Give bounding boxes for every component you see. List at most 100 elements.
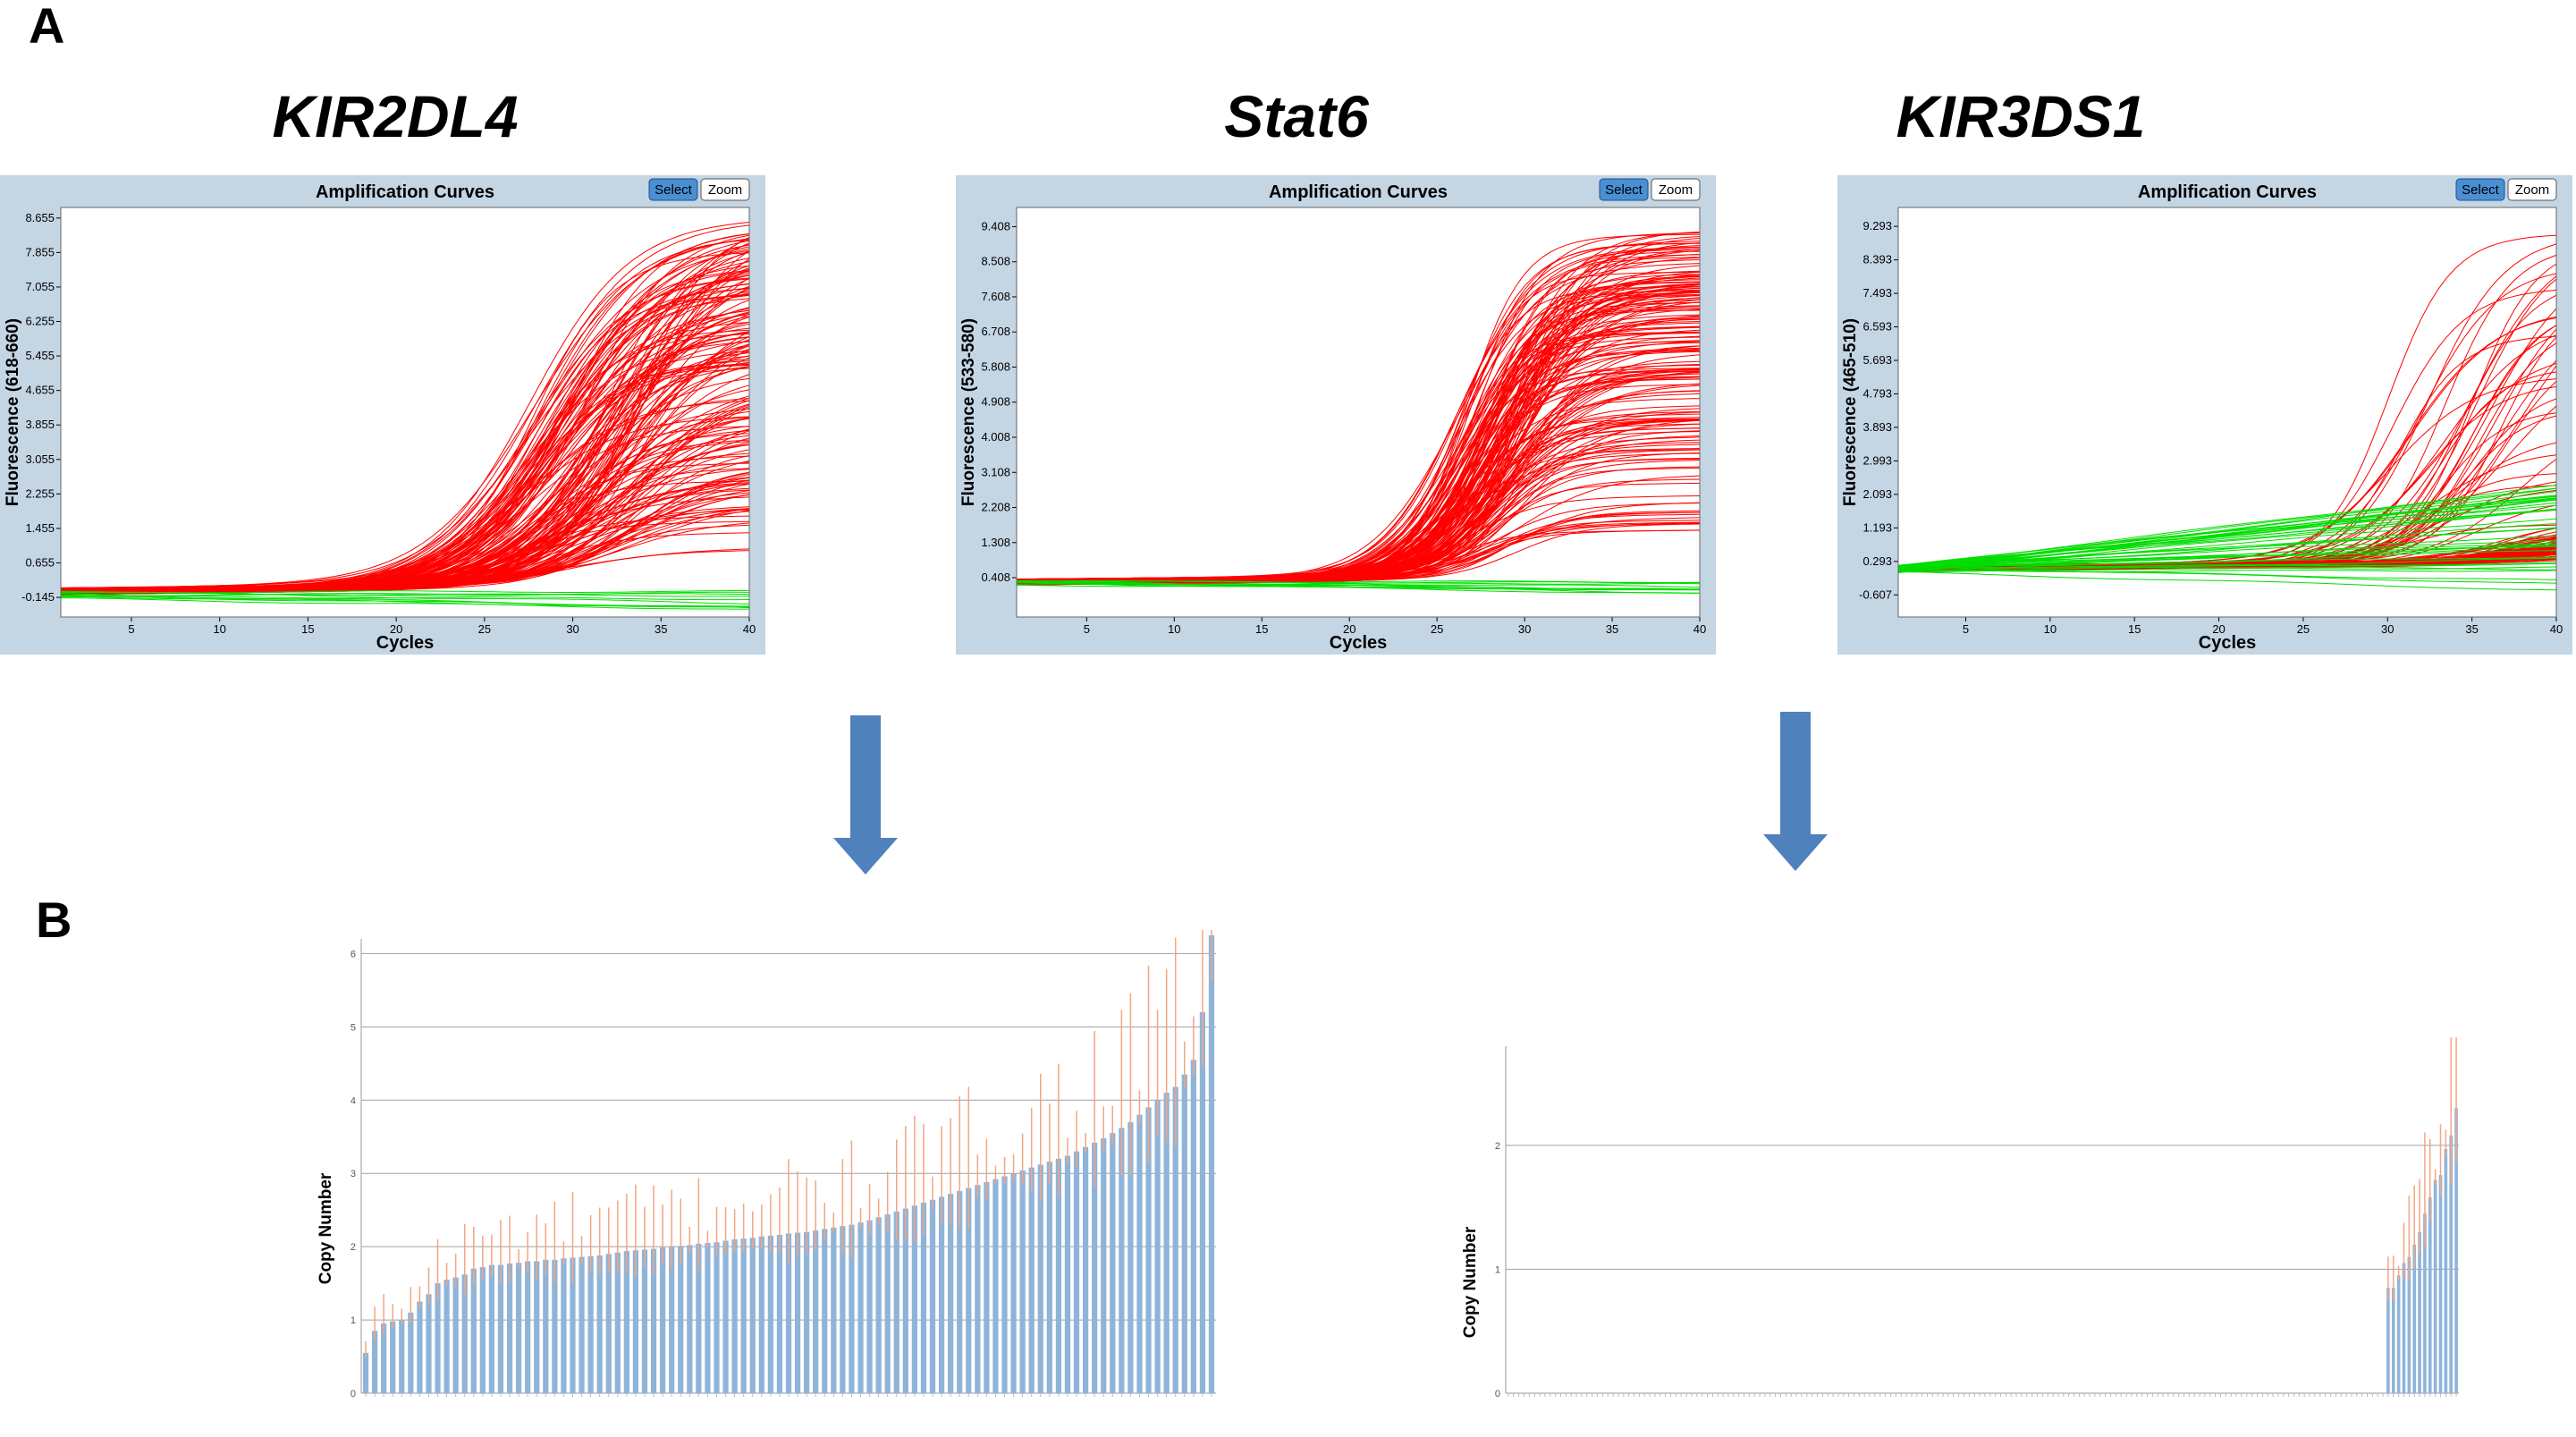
x-tick-label: 5 [128, 622, 134, 636]
amplification-curve [1897, 567, 2557, 580]
bar [1082, 1146, 1089, 1393]
amplification-curve [60, 321, 750, 593]
x-tick-label: 40 [2550, 622, 2563, 636]
bar [579, 1256, 585, 1393]
bar [884, 1214, 891, 1393]
bar [920, 1202, 927, 1393]
bar [785, 1233, 792, 1393]
select-button[interactable]: Select [648, 178, 698, 201]
svg-text:Select: Select [655, 182, 693, 198]
bar [660, 1247, 666, 1393]
y-tick-label: 5.808 [981, 359, 1010, 373]
bar [506, 1263, 513, 1393]
amplification-curve [1898, 562, 2557, 569]
bar [623, 1251, 629, 1393]
y-tick-label: 7.608 [981, 290, 1010, 303]
amplification-curve [60, 597, 749, 610]
bar [938, 1196, 945, 1393]
bar [534, 1261, 540, 1393]
chart-title: Amplification Curves [2138, 182, 2317, 202]
zoom-button[interactable]: Zoom [1651, 178, 1701, 201]
bar [2423, 1213, 2427, 1393]
amplification-curve [1897, 518, 2557, 571]
y-tick-label: 6.708 [981, 325, 1010, 338]
y-tick-label: 5.693 [1862, 353, 1892, 367]
x-tick-label: 25 [2297, 622, 2310, 636]
bar [596, 1255, 603, 1393]
select-button[interactable]: Select [1599, 178, 1649, 201]
bar [740, 1238, 747, 1393]
y-tick-label: 2.093 [1862, 487, 1892, 501]
amplification-curve [1897, 509, 2557, 568]
y-tick-label: 3.108 [981, 465, 1010, 478]
bar [831, 1227, 837, 1393]
y-tick-label: 9.408 [981, 219, 1010, 232]
x-tick-label: 25 [1431, 622, 1443, 636]
down-arrow-icon [833, 715, 898, 875]
bar [543, 1259, 549, 1393]
y-tick-label: 3.893 [1862, 420, 1892, 434]
bar [893, 1211, 899, 1393]
x-tick-label: 15 [1255, 622, 1268, 636]
amplification-curve [1016, 579, 1700, 583]
zoom-button[interactable]: Zoom [2507, 178, 2557, 201]
gene-title-kir2dl4: KIR2DL4 [272, 83, 519, 149]
x-tick-label: 20 [390, 622, 402, 636]
bar [813, 1230, 819, 1393]
x-tick-label: 40 [743, 622, 756, 636]
bar [461, 1274, 468, 1393]
bar [794, 1232, 801, 1393]
amplification-curve [1897, 545, 2557, 571]
amplification-curve [60, 224, 750, 592]
amplification-curve [1897, 528, 2557, 569]
y-tick-label: 4.008 [981, 430, 1010, 444]
svg-text:Zoom: Zoom [708, 182, 742, 198]
amplification-curve [1897, 539, 2557, 570]
y-tick-label: 0.655 [25, 555, 55, 569]
y-tick-label: 6.593 [1862, 320, 1892, 334]
y-tick-label: 0.293 [1862, 554, 1892, 568]
amplification-curve [60, 511, 750, 591]
bar [866, 1220, 873, 1393]
bar [2449, 1135, 2454, 1393]
amplification-chart-stat6: Amplification Curves Select Zoom 5 10 15 20 25 3… [956, 175, 1716, 655]
zoom-button[interactable]: Zoom [700, 178, 750, 201]
bar [1028, 1167, 1035, 1393]
x-axis-label: Cycles [2199, 633, 2257, 653]
y-tick-label: 1.193 [1862, 520, 1892, 534]
bar [1092, 1142, 1098, 1393]
bar [650, 1248, 657, 1393]
y-tick-label: 3.855 [25, 418, 55, 431]
bar [722, 1240, 729, 1393]
select-button[interactable]: Select [2455, 178, 2505, 201]
y-tick-label: 0 [351, 1389, 356, 1399]
amplification-curve [1016, 529, 1701, 580]
bar [381, 1323, 387, 1393]
y-tick-label: 1.308 [981, 536, 1010, 549]
bar [2438, 1175, 2443, 1393]
bar [2418, 1231, 2421, 1393]
bar [911, 1205, 917, 1393]
bar [2402, 1263, 2406, 1393]
plot-area [61, 207, 749, 617]
svg-text:Select: Select [2462, 182, 2500, 198]
y-tick-label: 8.393 [1862, 253, 1892, 266]
amplification-curve [1897, 498, 2557, 571]
bar [408, 1312, 414, 1393]
bar [705, 1243, 711, 1393]
bar [1190, 1060, 1196, 1393]
bar [966, 1188, 972, 1393]
y-tick-label: 7.855 [25, 245, 55, 258]
bar [399, 1320, 405, 1393]
bar [435, 1283, 441, 1393]
amplification-curve [1897, 509, 2557, 571]
bar [1145, 1107, 1152, 1393]
y-tick-label: 8.655 [25, 211, 55, 224]
bar [1010, 1173, 1017, 1393]
x-tick-label: 10 [2044, 622, 2057, 636]
bar [362, 1352, 369, 1393]
bar [669, 1247, 675, 1393]
bar [749, 1238, 756, 1393]
bar [2396, 1275, 2401, 1393]
y-tick-label: 2.208 [981, 501, 1010, 514]
